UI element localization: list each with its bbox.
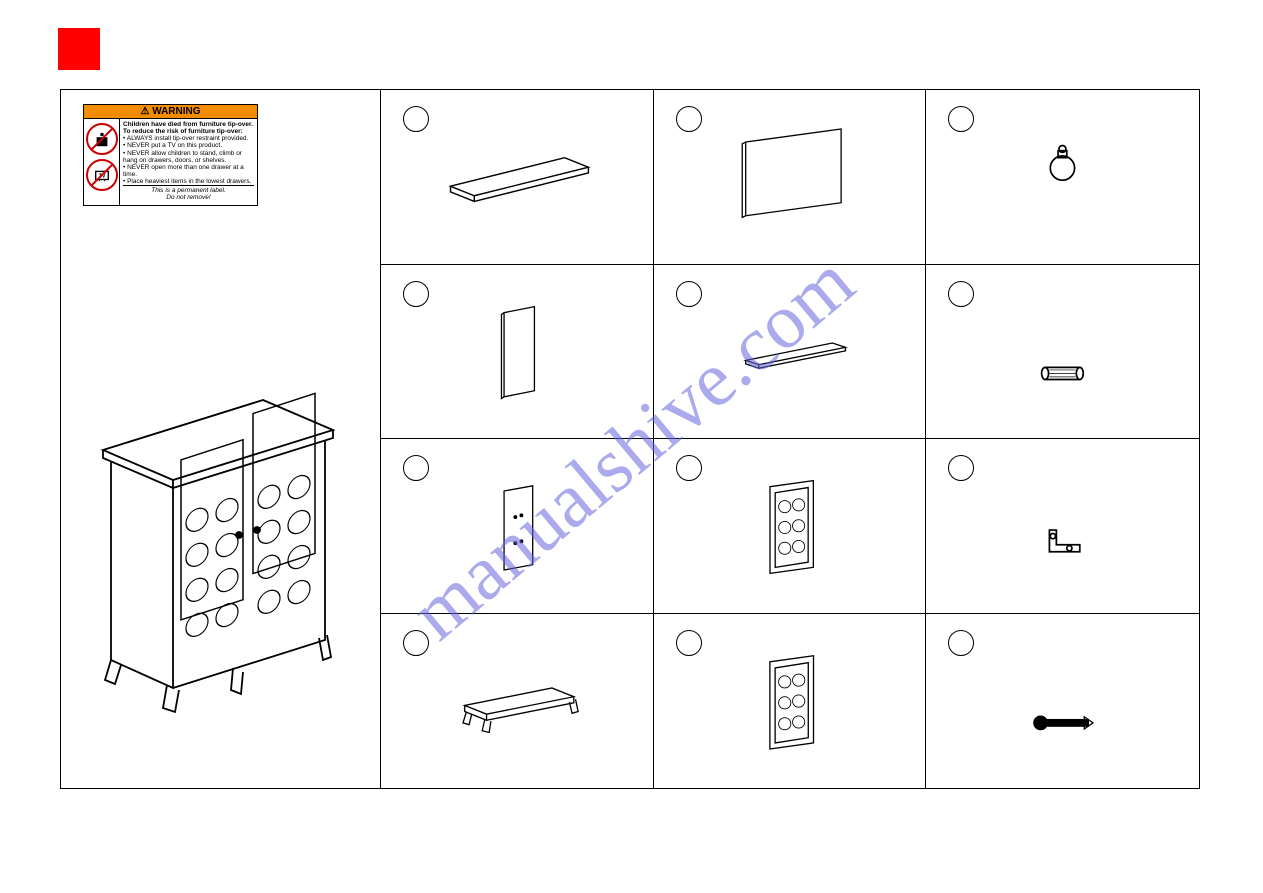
parts-grid [381,90,1199,788]
warning-title: Children have died from furniture tip-ov… [123,121,253,135]
part-id-circle [403,106,429,132]
warning-header: WARNING [84,105,257,119]
part-cell-bolt [926,614,1199,789]
top-panel-icon [422,116,612,237]
part-cell-back-panel [654,90,927,265]
part-cell-wood-dowel [926,265,1199,440]
no-tv-icon: TV [86,159,118,191]
warning-bullet-3: NEVER open more than one drawer at a tim… [123,164,244,178]
part-cell-bottom-base [381,614,654,789]
no-climb-icon [86,123,118,155]
shelf-icon [694,291,884,412]
warning-icons-column: TV [84,119,120,205]
right-door-icon [694,640,884,762]
part-id-circle [403,630,429,656]
red-square-marker [58,28,100,70]
part-id-circle [403,455,429,481]
part-id-circle [676,455,702,481]
part-id-circle [948,281,974,307]
part-id-circle [948,630,974,656]
part-cell-shelf [654,265,927,440]
warning-bullet-0: ALWAYS install tip-over restraint provid… [127,135,249,142]
warning-body: TV Children have died from furniture tip… [84,119,257,205]
part-cell-l-bracket [926,439,1199,614]
back-panel-icon [694,116,884,237]
center-divider-icon [422,465,612,586]
wood-dowel-icon [967,291,1158,412]
part-cell-top-panel [381,90,654,265]
bolt-icon [967,640,1158,762]
part-id-circle [676,106,702,132]
side-panel-icon [422,291,612,412]
svg-text:TV: TV [99,174,106,180]
part-cell-left-door [654,439,927,614]
l-bracket-icon [967,465,1158,586]
warning-text: Children have died from furniture tip-ov… [120,119,257,205]
warning-footer: This is a permanent label. Do not remove… [123,185,254,202]
part-id-circle [676,630,702,656]
part-cell-ring-pull [926,90,1199,265]
finished-cabinet-illustration [73,360,353,750]
warning-label: WARNING TV Children have died from furni… [83,104,258,206]
part-id-circle [676,281,702,307]
left-column: WARNING TV Children have died from furni… [61,90,381,788]
part-cell-center-divider [381,439,654,614]
left-door-icon [694,465,884,586]
warning-bullet-4: Place heaviest items in the lowest drawe… [127,178,251,185]
assembly-diagram-frame: WARNING TV Children have died from furni… [60,89,1200,789]
bottom-base-icon [422,640,612,762]
part-cell-right-door [654,614,927,789]
part-id-circle [403,281,429,307]
part-cell-side-panel [381,265,654,440]
warning-bullet-2: NEVER allow children to stand, climb or … [123,150,242,164]
warning-bullet-1: NEVER put a TV on this product. [127,142,222,149]
ring-pull-icon [967,116,1158,237]
